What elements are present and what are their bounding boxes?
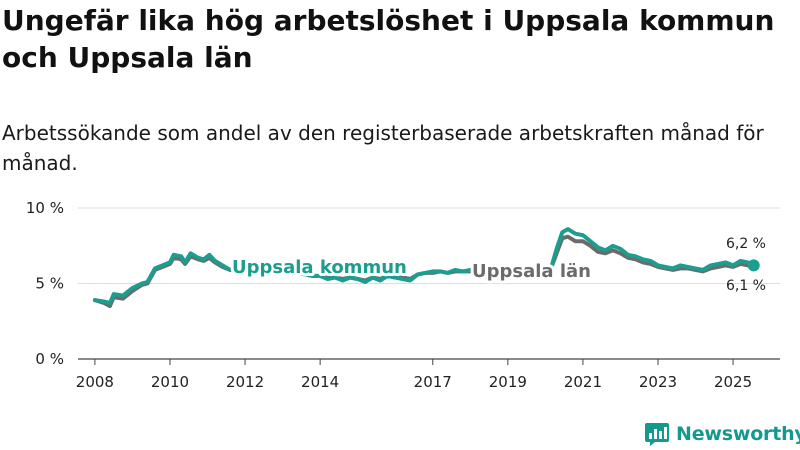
series-label-uppsala-lan: Uppsala län — [472, 261, 591, 282]
y-tick-label: 5 % — [35, 275, 64, 293]
x-tick-label: 2014 — [301, 373, 339, 391]
x-tick-label: 2023 — [639, 373, 677, 391]
series-label-uppsala-kommun: Uppsala kommun — [232, 257, 407, 278]
y-tick-label: 0 % — [35, 350, 64, 368]
x-tick-label: 2010 — [151, 373, 189, 391]
x-tick-label: 2008 — [76, 373, 114, 391]
grid — [78, 207, 780, 360]
series-label-uppsala-kommun-halo: Uppsala kommun — [232, 257, 407, 278]
x-tick-label: 2021 — [564, 373, 602, 391]
x-tick-label: 2025 — [714, 373, 752, 391]
series-lines — [92, 227, 760, 309]
end-label-uppsala-kommun: 6,2 % — [726, 236, 766, 252]
newsworthy-logo-text: Newsworthy — [676, 423, 800, 445]
x-tick-label: 2012 — [226, 373, 264, 391]
series-label-uppsala-lan-halo: Uppsala län — [472, 261, 591, 282]
y-axis: 0 % 5 % 10 % — [26, 199, 64, 368]
x-tick-label: 2019 — [489, 373, 527, 391]
series-line-uppsala-kommun — [92, 227, 756, 306]
newsworthy-logo-icon — [645, 423, 669, 446]
x-axis: 2008 2010 2012 2014 2017 2019 2021 2023 2025 — [76, 359, 752, 391]
x-tick-label: 2017 — [414, 373, 452, 391]
chart-title: Ungefär lika hög arbetslöshet i Uppsala … — [2, 4, 775, 74]
newsworthy-logo: Newsworthy — [644, 419, 800, 449]
chart-subtitle: Arbetssökande som andel av den registerb… — [2, 121, 764, 175]
end-label-uppsala-lan: 6,1 % — [726, 278, 766, 294]
y-tick-label: 10 % — [26, 199, 64, 217]
end-point-uppsala-kommun — [747, 259, 760, 272]
